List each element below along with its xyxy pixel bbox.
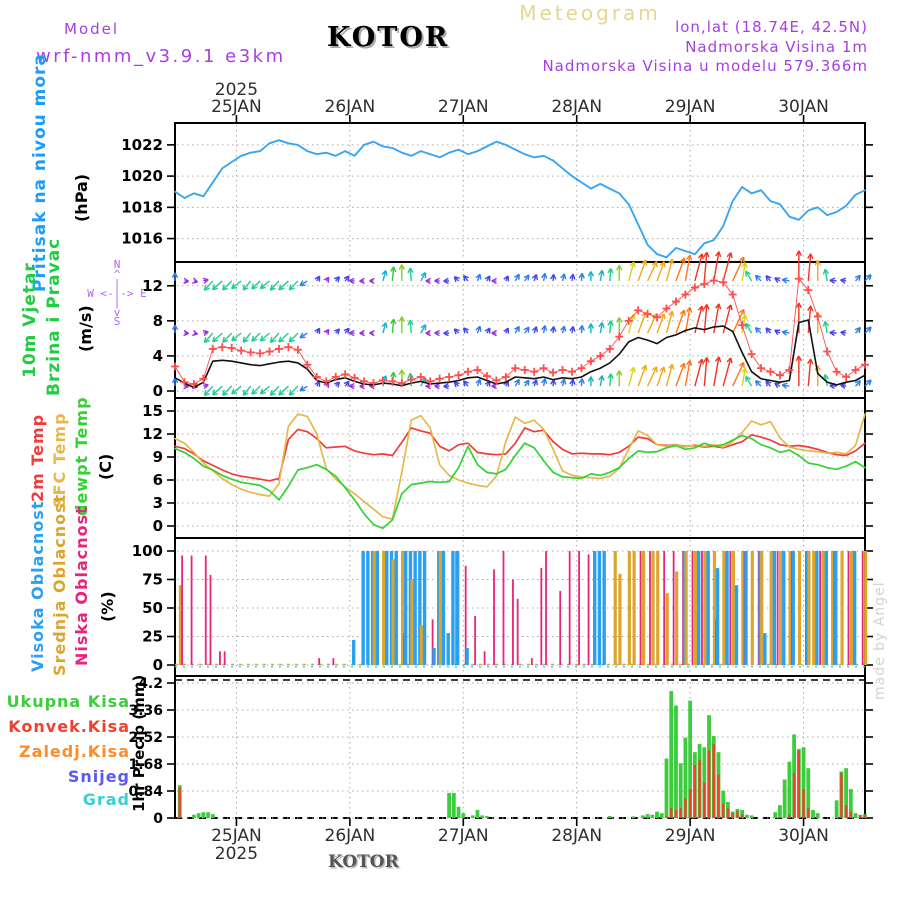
compass-line-icon: | [113, 296, 121, 309]
svg-text:29JAN: 29JAN [665, 97, 716, 117]
compass-arrow-up-icon: ^ [113, 267, 121, 281]
svg-text:0: 0 [153, 382, 163, 400]
svg-text:15: 15 [142, 402, 163, 420]
compass-line-icon: | [113, 277, 121, 290]
precip-convective-label: Konvek.Kisa [8, 717, 130, 736]
svg-text:6: 6 [153, 471, 163, 489]
compass-north: N [113, 258, 121, 271]
svg-text:30JAN: 30JAN [778, 97, 829, 117]
svg-text:28JAN: 28JAN [551, 97, 602, 117]
svg-text:0: 0 [153, 517, 163, 535]
svg-text:1018: 1018 [121, 198, 163, 216]
svg-text:26JAN: 26JAN [325, 97, 376, 117]
svg-text:12: 12 [142, 277, 163, 295]
model-elevation-info: Nadmorska Visina u modelu 579.366m [542, 57, 868, 75]
compass-west-east: W <-|-> E [87, 286, 147, 300]
svg-text:0: 0 [153, 811, 163, 827]
svg-text:3.36: 3.36 [128, 703, 163, 719]
svg-text:75: 75 [142, 571, 163, 589]
compass-rose: N ^ | W <-|-> E | v S [84, 258, 150, 328]
svg-text:0.84: 0.84 [128, 784, 163, 800]
svg-text:8: 8 [153, 312, 163, 330]
station-title: KOTOR [327, 22, 450, 53]
site-title: Meteogram [519, 1, 661, 25]
svg-text:2.52: 2.52 [128, 730, 163, 746]
elevation-info: Nadmorska Visina 1m [685, 38, 868, 56]
svg-text:3: 3 [153, 494, 163, 512]
precip-hail-label: Grad [82, 790, 130, 809]
svg-text:50: 50 [142, 599, 163, 617]
svg-text:2025: 2025 [215, 844, 258, 864]
precip-total-label: Ukupna Kisa [6, 692, 130, 711]
svg-text:1020: 1020 [121, 167, 163, 185]
footer-station: KOTOR [328, 852, 399, 872]
svg-text:9: 9 [153, 448, 163, 466]
svg-text:1022: 1022 [121, 136, 163, 154]
svg-text:29JAN: 29JAN [665, 826, 716, 846]
model-name: wrf-nmm_v3.9.1 e3km [36, 46, 286, 67]
svg-text:12: 12 [142, 425, 163, 443]
svg-text:100: 100 [132, 542, 163, 560]
lonlat-info: lon,lat (18.74E, 42.5N) [675, 18, 868, 36]
svg-text:25JAN: 25JAN [211, 826, 262, 846]
svg-text:2025: 2025 [215, 80, 258, 100]
svg-text:27JAN: 27JAN [438, 826, 489, 846]
svg-text:25: 25 [142, 628, 163, 646]
precip-snow-label: Snijeg [67, 767, 130, 786]
svg-text:4: 4 [153, 347, 163, 365]
svg-text:0: 0 [153, 656, 163, 674]
svg-text:4.2: 4.2 [138, 676, 163, 692]
svg-text:1.68: 1.68 [128, 757, 163, 773]
svg-text:27JAN: 27JAN [438, 97, 489, 117]
precip-frozen-label: Zaledj.Kisa [19, 742, 130, 761]
compass-south: S [113, 315, 121, 328]
svg-text:26JAN: 26JAN [325, 826, 376, 846]
compass-arrow-down-icon: v [113, 305, 121, 319]
svg-text:25JAN: 25JAN [211, 97, 262, 117]
model-label: Model [64, 20, 120, 38]
svg-text:1016: 1016 [121, 230, 163, 248]
svg-text:30JAN: 30JAN [778, 826, 829, 846]
svg-text:28JAN: 28JAN [551, 826, 602, 846]
